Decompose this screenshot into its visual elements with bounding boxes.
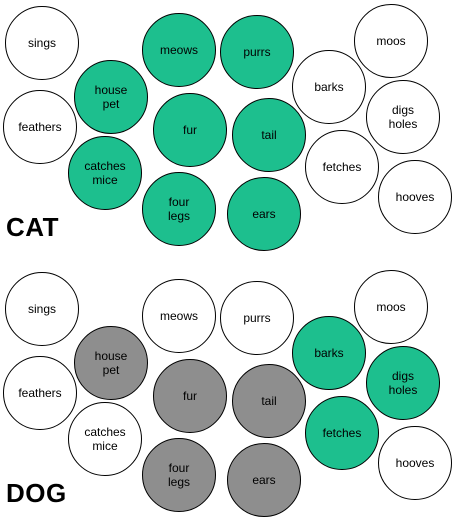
- cat-panel-label: CAT: [6, 212, 60, 242]
- cat-bubble-four-legs: four legs: [142, 172, 216, 246]
- dog-bubble-catches-mice: catches mice: [68, 402, 142, 476]
- dog-bubble-moos: moos: [354, 270, 428, 344]
- cat-bubble-feathers: feathers: [3, 90, 77, 164]
- cat-bubble-house-pet: house pet: [74, 60, 148, 134]
- cat-bubble-ears: ears: [227, 177, 301, 251]
- dog-bubble-four-legs: four legs: [142, 438, 216, 512]
- dog-bubble-barks: barks: [292, 316, 366, 390]
- cat-bubble-fetches: fetches: [305, 130, 379, 204]
- dog-bubble-purrs: purrs: [220, 281, 294, 355]
- dog-bubble-feathers: feathers: [3, 356, 77, 430]
- cat-bubble-purrs: purrs: [220, 15, 294, 89]
- dog-bubble-tail: tail: [232, 364, 306, 438]
- cat-bubble-sings: sings: [5, 6, 79, 80]
- cat-panel: sings meows purrs moos house pet barks feather…: [3, 4, 452, 251]
- dog-bubble-fur: fur: [153, 359, 227, 433]
- cat-bubble-barks: barks: [292, 50, 366, 124]
- dog-bubble-fetches: fetches: [305, 396, 379, 470]
- cat-bubble-hooves: hooves: [378, 160, 452, 234]
- cat-bubble-meows: meows: [142, 13, 216, 87]
- dog-bubble-hooves: hooves: [378, 426, 452, 500]
- dog-bubble-sings: sings: [5, 272, 79, 346]
- cat-bubble-moos: moos: [354, 4, 428, 78]
- dog-panel: sings meows purrs moos house pet barks feather…: [0, 266, 454, 532]
- dog-panel-label: DOG: [6, 478, 67, 508]
- cat-bubble-digs-holes: digs holes: [366, 80, 440, 154]
- cat-bubble-fur: fur: [153, 93, 227, 167]
- dog-bubble-ears: ears: [227, 443, 301, 517]
- cat-bubble-tail: tail: [232, 98, 306, 172]
- cat-bubble-catches-mice: catches mice: [68, 136, 142, 210]
- dog-bubble-meows: meows: [142, 279, 216, 353]
- dog-bubble-house-pet: house pet: [74, 326, 148, 400]
- dog-bubble-digs-holes: digs holes: [366, 346, 440, 420]
